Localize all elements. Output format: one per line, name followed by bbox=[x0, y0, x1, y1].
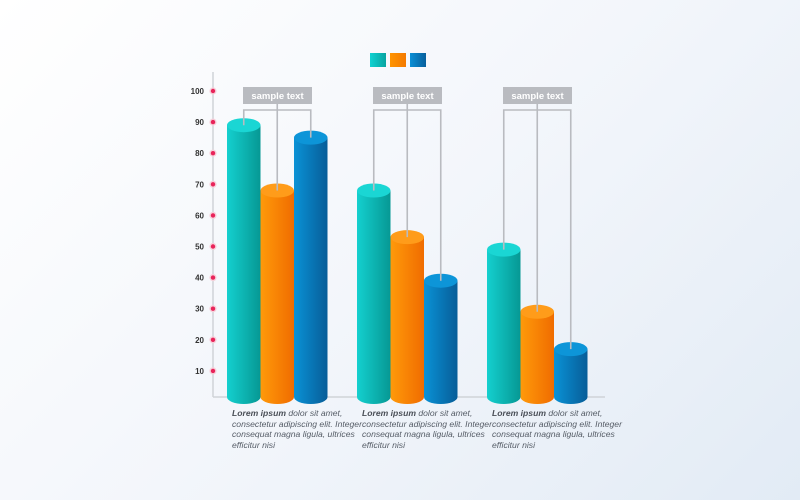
bars bbox=[227, 118, 588, 405]
bar bbox=[390, 237, 424, 404]
y-tick-label: 10 bbox=[195, 367, 204, 376]
legend-swatch bbox=[390, 53, 406, 67]
category-label-box bbox=[373, 87, 442, 104]
bar bbox=[357, 190, 391, 404]
bar bbox=[520, 311, 554, 404]
y-tick-label: 20 bbox=[195, 336, 204, 345]
bar bbox=[294, 137, 328, 404]
y-tick-label: 60 bbox=[195, 211, 204, 220]
connector-line bbox=[502, 104, 572, 350]
bar bbox=[260, 190, 294, 404]
y-tick-label: 50 bbox=[195, 243, 204, 252]
description-bold: Lorem ipsum bbox=[492, 408, 546, 418]
bar bbox=[487, 249, 521, 404]
y-tick-label: 70 bbox=[195, 180, 204, 189]
legend-swatch bbox=[370, 53, 386, 67]
category-label: sample text bbox=[381, 91, 434, 102]
bar bbox=[554, 349, 588, 404]
tick-dot bbox=[210, 337, 216, 342]
category-label: sample text bbox=[251, 91, 304, 102]
tick-dot bbox=[210, 244, 216, 249]
tick-dot bbox=[210, 306, 216, 311]
description-body: dolor sit amet, consectetur adipiscing e… bbox=[232, 408, 362, 450]
tick-dot bbox=[210, 119, 216, 125]
description-body: dolor sit amet, consectetur adipiscing e… bbox=[362, 408, 492, 450]
tick-dot bbox=[210, 88, 216, 94]
y-tick-label: 80 bbox=[195, 149, 204, 158]
description-bold: Lorem ipsum bbox=[232, 408, 286, 418]
tick-dot bbox=[210, 213, 216, 218]
y-tick-label: 90 bbox=[195, 118, 204, 127]
category-label-box bbox=[503, 87, 572, 104]
tick-dot bbox=[210, 275, 216, 280]
category-labels: sample text sample text sample text bbox=[242, 87, 572, 350]
connector-line bbox=[372, 104, 442, 281]
y-tick-label: 100 bbox=[191, 87, 205, 96]
y-tick-label: 30 bbox=[195, 305, 204, 314]
category-label-box bbox=[243, 87, 312, 104]
tick-dot bbox=[210, 182, 216, 187]
bar bbox=[227, 125, 261, 405]
description-text: Lorem ipsum dolor sit amet, consectetur … bbox=[232, 408, 372, 450]
description-body: dolor sit amet, consectetur adipiscing e… bbox=[492, 408, 622, 450]
category-label: sample text bbox=[511, 91, 564, 102]
bar bbox=[424, 280, 458, 404]
description-text: Lorem ipsum dolor sit amet, consectetur … bbox=[492, 408, 632, 450]
legend bbox=[370, 53, 426, 67]
tick-dot bbox=[210, 151, 216, 156]
y-tick-label: 40 bbox=[195, 274, 204, 283]
description-text: Lorem ipsum dolor sit amet, consectetur … bbox=[362, 408, 502, 450]
tick-dot bbox=[210, 368, 216, 374]
description-bold: Lorem ipsum bbox=[362, 408, 416, 418]
legend-swatch bbox=[410, 53, 426, 67]
connector-line bbox=[242, 104, 312, 191]
